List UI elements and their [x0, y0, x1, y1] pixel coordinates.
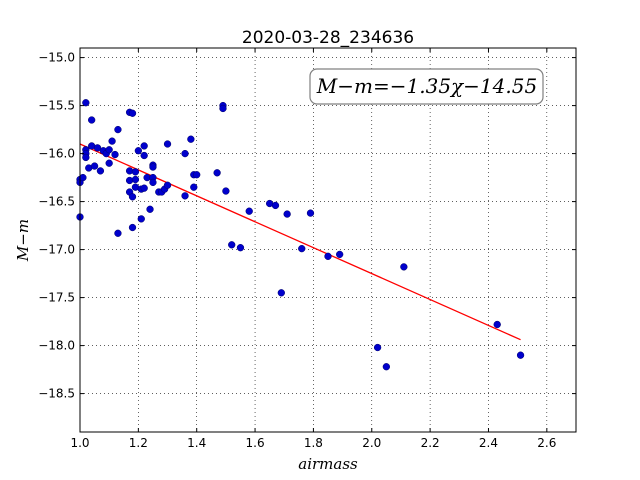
data-point — [149, 178, 157, 187]
equation-box: M−m=−1.35χ−14.55 — [309, 68, 544, 105]
data-point — [373, 343, 382, 352]
data-point — [149, 163, 157, 171]
data-point — [271, 201, 280, 210]
data-point — [90, 162, 99, 170]
plot-frame — [79, 47, 577, 433]
data-point — [114, 229, 122, 237]
data-point — [128, 193, 137, 201]
x-tick-label: 1.6 — [246, 436, 265, 450]
data-point — [140, 184, 148, 192]
data-point — [128, 109, 137, 117]
data-point — [181, 149, 189, 158]
data-point — [277, 289, 285, 297]
data-point — [131, 175, 140, 184]
x-axis-label: airmass — [298, 455, 358, 473]
y-tick-label: −18.0 — [38, 339, 75, 353]
data-point — [88, 116, 96, 124]
data-point — [93, 144, 102, 152]
y-tick-label: −16.5 — [38, 195, 75, 209]
data-point — [131, 168, 140, 176]
data-point — [283, 210, 291, 218]
data-point — [213, 169, 221, 177]
fit-equation: M−m=−1.35χ−14.55 — [316, 74, 537, 98]
data-point — [228, 241, 236, 249]
x-tick-label: 1.4 — [187, 436, 206, 450]
data-point — [134, 147, 143, 155]
y-axis-label: M−m — [14, 219, 32, 262]
data-point — [193, 171, 201, 179]
data-point — [96, 167, 105, 175]
data-point — [516, 351, 525, 359]
data-point — [245, 207, 253, 215]
data-point — [146, 205, 154, 213]
data-point — [190, 183, 198, 191]
data-point — [187, 135, 195, 143]
x-tick-label: 2.2 — [421, 436, 440, 450]
data-point — [306, 209, 315, 217]
y-tick-label: −18.5 — [38, 387, 75, 401]
data-point — [493, 320, 501, 329]
x-tick-label: 2.4 — [479, 436, 498, 450]
data-point — [108, 137, 116, 145]
data-point — [181, 192, 189, 200]
data-point — [79, 173, 87, 182]
data-point — [105, 146, 113, 154]
y-tick-label: −17.0 — [38, 243, 75, 257]
data-point — [400, 263, 408, 271]
data-point — [140, 151, 148, 160]
chart-title: 2020-03-28_234636 — [242, 28, 414, 48]
y-tick-label: −15.5 — [38, 99, 75, 113]
data-point — [114, 125, 122, 134]
y-tick-label: −15.0 — [38, 51, 75, 65]
data-point — [140, 142, 148, 150]
data-point — [105, 159, 113, 167]
data-point — [236, 244, 245, 252]
data-points — [76, 99, 525, 371]
grid — [79, 48, 576, 432]
x-tick-label: 1.0 — [70, 436, 89, 450]
data-point — [163, 140, 172, 148]
data-point — [82, 153, 90, 162]
data-point — [336, 250, 344, 259]
data-point — [128, 223, 137, 232]
x-tick-label: 1.2 — [129, 436, 148, 450]
axis-ticks: 1.0 1.2 1.4 1.6 1.8 2.0 2.2 2.4 2.6 −15.0 −15.5 −16… — [38, 48, 576, 450]
equation-box-frame — [309, 68, 544, 105]
x-tick-label: 2.0 — [362, 436, 381, 450]
y-tick-label: −17.5 — [38, 291, 75, 305]
data-point — [382, 363, 391, 371]
data-point — [163, 181, 172, 189]
data-point — [324, 252, 332, 260]
x-tick-label: 1.8 — [304, 436, 323, 450]
data-point — [82, 99, 90, 107]
data-point — [222, 187, 230, 195]
data-point — [111, 150, 119, 159]
x-tick-label: 2.6 — [537, 436, 556, 450]
data-point — [137, 215, 145, 223]
y-tick-label: −16.0 — [38, 147, 75, 161]
data-point — [219, 104, 227, 113]
data-point — [298, 244, 306, 253]
